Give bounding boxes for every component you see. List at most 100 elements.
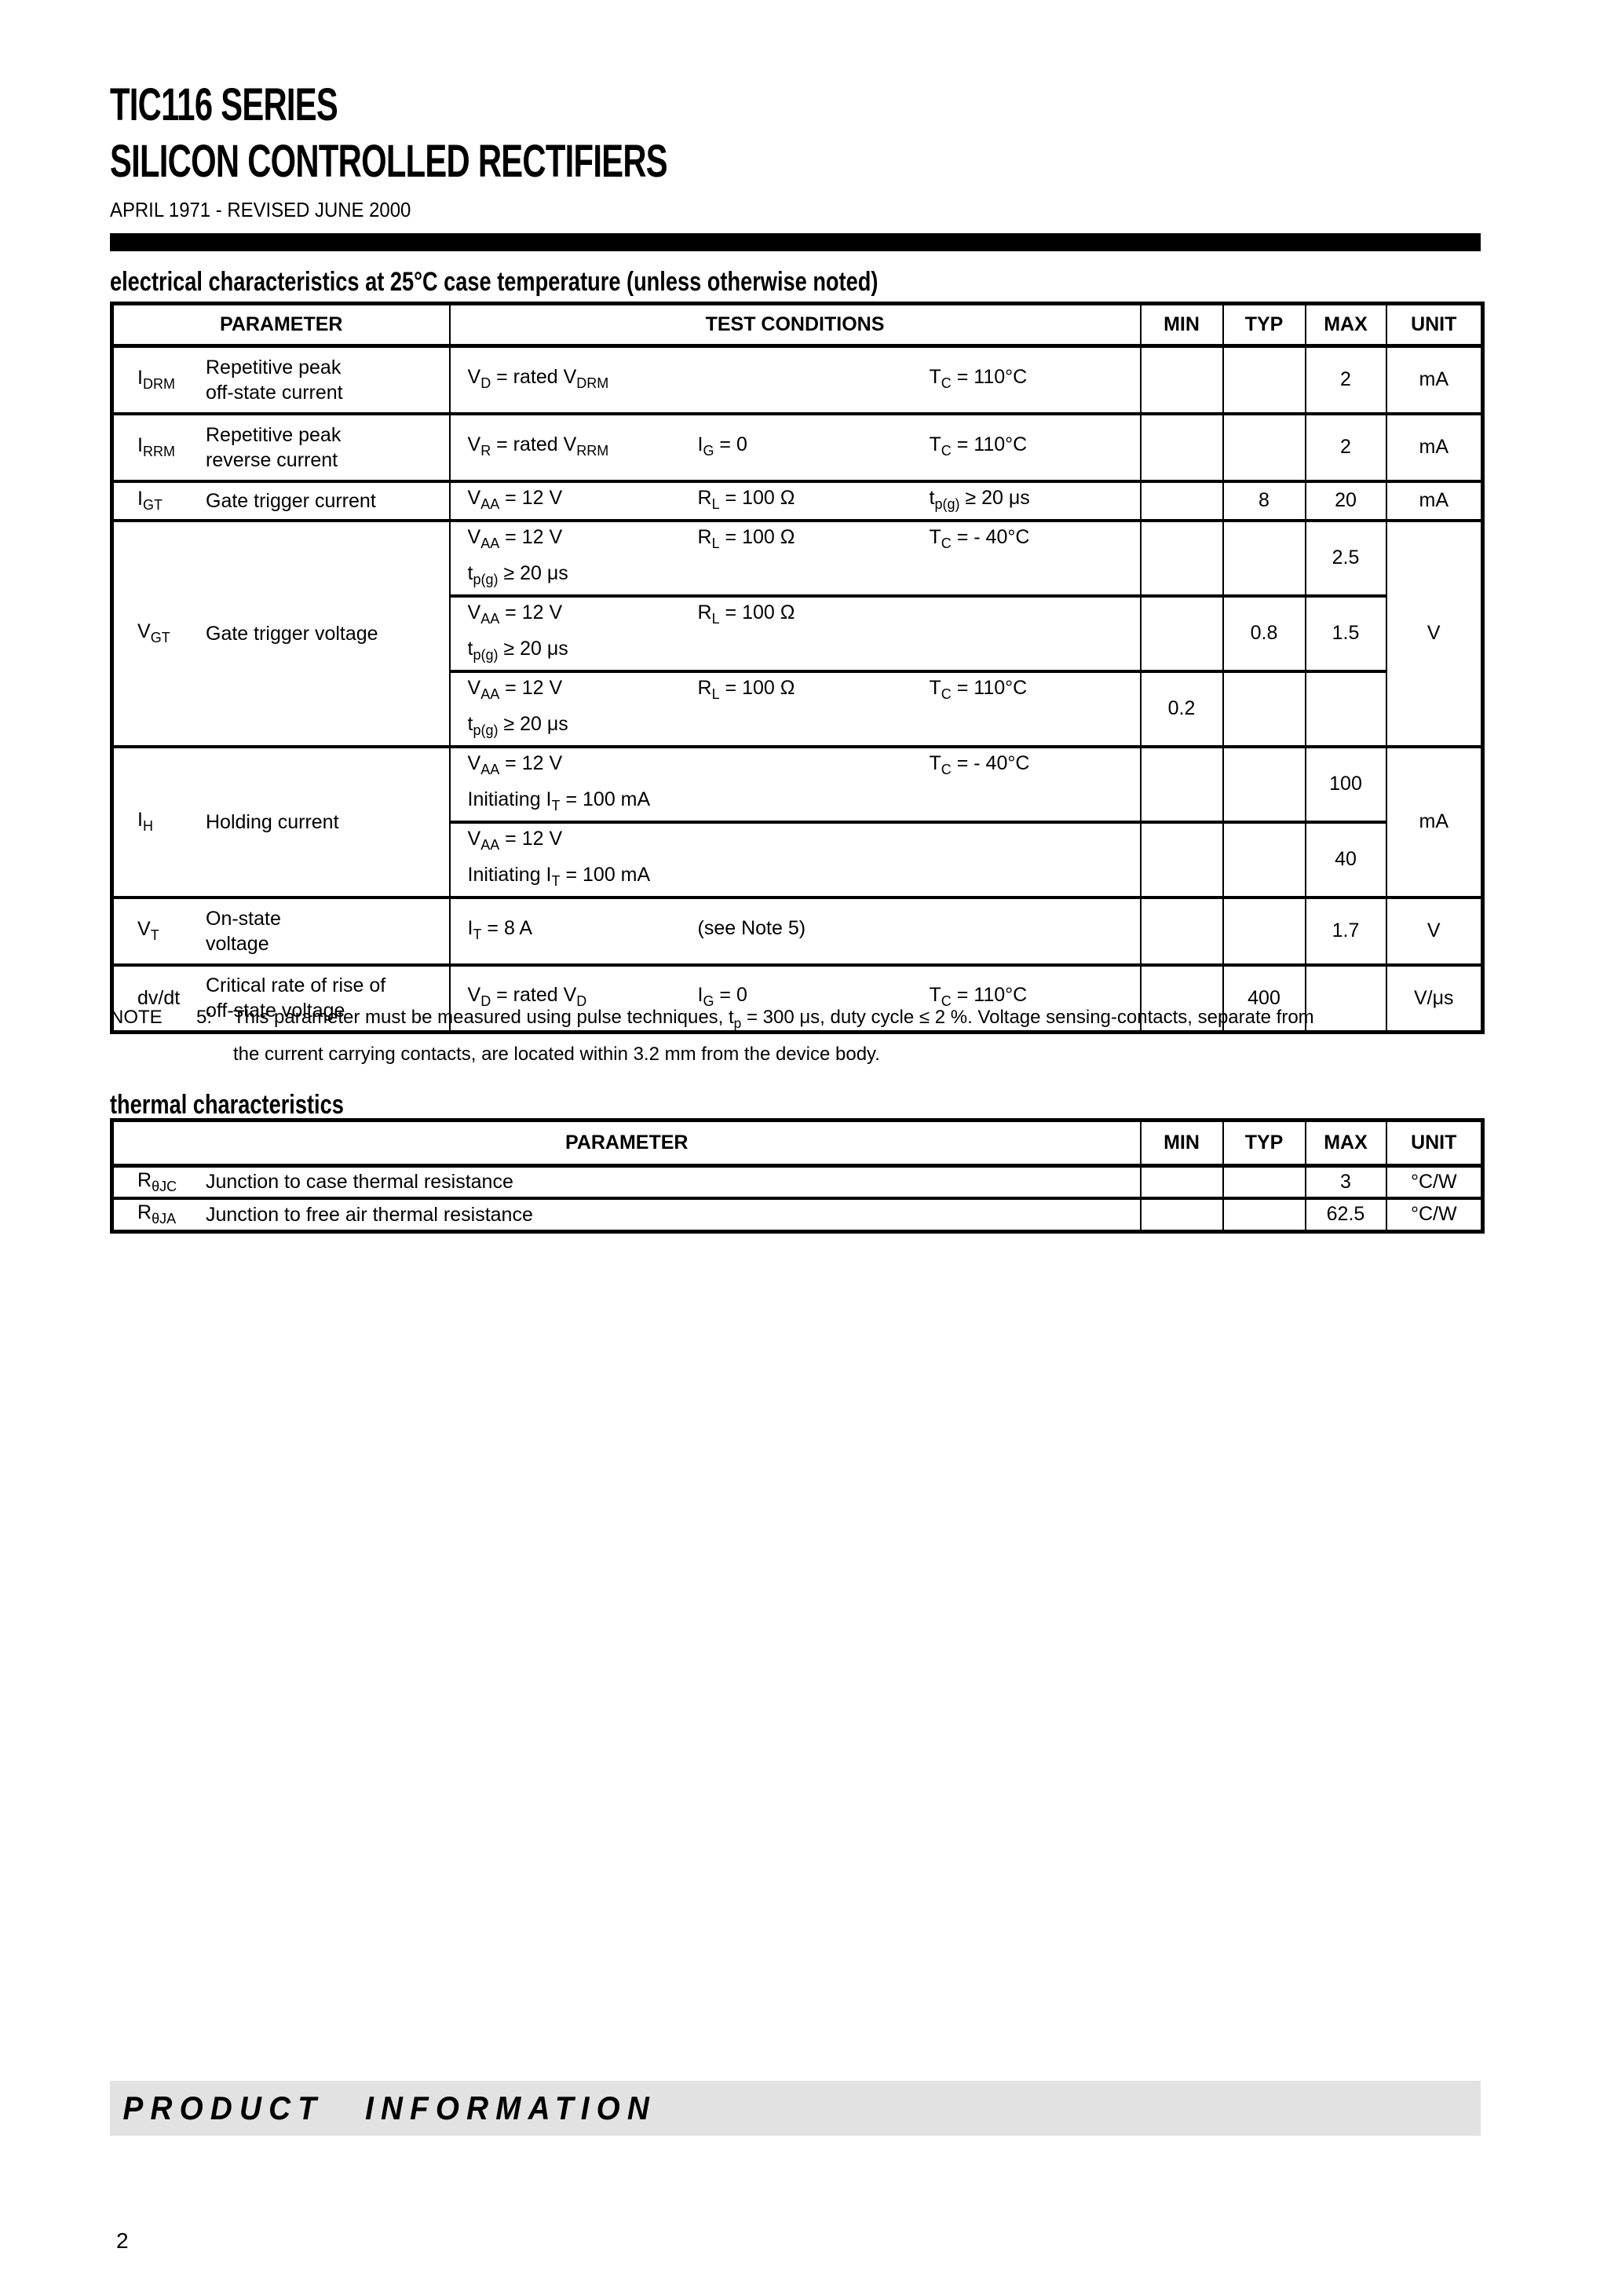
param-name: On-state voltage: [206, 907, 281, 955]
condition-line: VAA = 12 V: [451, 825, 1139, 860]
electrical-characteristics-table: PARAMETER TEST CONDITIONS MIN TYP MAX UN…: [110, 302, 1485, 1034]
condition-item: VAA = 12 V: [467, 601, 563, 627]
thermal-characteristics-table: PARAMETER MIN TYP MAX UNIT RθJC Junction …: [110, 1118, 1485, 1234]
param-name: Holding current: [206, 810, 339, 833]
column-header-min: MIN: [1139, 302, 1224, 348]
min-value-cell: 0.2: [1139, 669, 1224, 748]
thermal-row: RθJA Junction to free air thermal resista…: [111, 1196, 1484, 1234]
doc-title-line2: SILICON CONTROLLED RECTIFIERS: [110, 136, 668, 187]
max-value-cell: 1.5: [1304, 594, 1387, 673]
param-name: Junction to free air thermal resistance: [206, 1203, 533, 1226]
condition-item: [698, 750, 930, 784]
unit-cell: mA: [1385, 744, 1484, 899]
min-value-cell: [1139, 895, 1224, 967]
typ-value-cell: [1222, 744, 1306, 824]
column-header-max: MAX: [1304, 1118, 1387, 1168]
unit-cell: V: [1385, 518, 1484, 748]
electrical-row: dv/dt Critical rate of rise of off-state v…: [111, 963, 1484, 1034]
test-conditions-cell: IT = 8 A (see Note 5): [448, 895, 1142, 967]
param-symbol: RθJA: [137, 1201, 177, 1227]
banner-text: PRODUCT INFORMATION: [122, 2089, 656, 2126]
param-name: Junction to case thermal resistance: [206, 1171, 513, 1194]
param-symbol: VGT: [137, 620, 170, 645]
condition-item: TC = - 40°C: [929, 751, 1030, 777]
electrical-header-row: PARAMETER TEST CONDITIONS MIN TYP MAX UN…: [111, 302, 1484, 348]
min-value-cell: [1139, 1196, 1224, 1234]
parameter-cell: IDRM Repetitive peak off-state current: [111, 344, 451, 415]
condition-item: VAA = 12 V: [467, 486, 563, 512]
unit-cell: mA: [1385, 344, 1484, 415]
typ-value-cell: [1222, 820, 1306, 899]
test-conditions-cell: VAA = 12 V RL = 100 Ω TC = - 40°C tp(g) ≥ 2…: [448, 518, 1142, 598]
param-symbol: IH: [137, 809, 153, 834]
condition-item: TC = 110°C: [929, 676, 1028, 702]
parameter-cell: dv/dt Critical rate of rise of off-state v…: [111, 963, 451, 1034]
min-value-cell: [1139, 518, 1224, 598]
condition-line: tp(g) ≥ 20 μs: [451, 558, 1139, 593]
condition-item: VAA = 12 V: [467, 676, 563, 702]
condition-item: VR = rated VRRM: [467, 433, 609, 459]
parameter-cell: VT On-state voltage: [111, 895, 451, 967]
param-name: Critical rate of rise of off-state voltag…: [206, 974, 386, 1022]
thermal-header-row: PARAMETER MIN TYP MAX UNIT: [111, 1118, 1484, 1168]
doc-title: TIC116 SERIES SILICON CONTROLLED RECTIFI…: [110, 77, 668, 190]
typ-value-cell: [1222, 1196, 1306, 1234]
min-value-cell: [1139, 744, 1224, 824]
typ-value-cell: 0.8: [1222, 594, 1306, 673]
revision-date: APRIL 1971 - REVISED JUNE 2000: [110, 198, 411, 221]
column-header-parameter: PARAMETER: [111, 1118, 1142, 1168]
condition-item: IG = 0: [697, 433, 747, 459]
condition-item: VD = rated VD: [467, 984, 587, 1010]
condition-line: VAA = 12 V RL = 100 Ω: [451, 599, 1139, 634]
condition-line: VAA = 12 V RL = 100 Ω tp(g) ≥ 20 μs: [451, 484, 1139, 517]
condition-item: TC = 110°C: [929, 984, 1028, 1010]
condition-item: IT = 8 A: [467, 916, 533, 942]
condition-item: tp(g) ≥ 20 μs: [467, 561, 568, 587]
max-value-cell: 40: [1304, 820, 1387, 899]
typ-value-cell: [1222, 895, 1306, 967]
condition-line: Initiating IT = 100 mA: [451, 784, 1139, 819]
note-5: NOTE 5: This parameter must be measured …: [110, 1002, 1481, 1070]
parameter-cell: IH Holding current: [111, 744, 451, 899]
condition-item: TC = - 40°C: [929, 525, 1030, 551]
electrical-row: VAA = 12 V RL = 100 Ω TC = 110°C tp(g) ≥ 20…: [112, 669, 1483, 748]
condition-item: VAA = 12 V: [467, 525, 563, 551]
condition-item: RL = 100 Ω: [697, 486, 795, 512]
product-information-banner: PRODUCT INFORMATION: [110, 2081, 1481, 2136]
electrical-row: IDRM Repetitive peak off-state current VD =…: [111, 344, 1484, 415]
electrical-row: VAA = 12 V Initiating IT = 100 mA 40: [112, 820, 1483, 899]
unit-cell: °C/W: [1385, 1164, 1484, 1200]
condition-line: tp(g) ≥ 20 μs: [451, 709, 1139, 744]
typ-value-cell: [1222, 411, 1306, 483]
column-header-unit: UNIT: [1385, 302, 1484, 348]
param-name: Repetitive peak reverse current: [206, 423, 342, 471]
max-value-cell: 100: [1304, 744, 1387, 824]
column-header-typ: TYP: [1222, 302, 1306, 348]
note-text: This parameter must be measured using pu…: [233, 1002, 1481, 1070]
condition-item: TC = 110°C: [929, 433, 1028, 459]
condition-item: tp(g) ≥ 20 μs: [929, 486, 1030, 512]
condition-line: Initiating IT = 100 mA: [451, 860, 1139, 894]
unit-cell: °C/W: [1385, 1196, 1484, 1234]
min-value-cell: [1139, 1164, 1224, 1200]
condition-item: IG = 0: [697, 984, 747, 1010]
min-value-cell: [1139, 820, 1224, 899]
max-value-cell: 2.5: [1304, 518, 1387, 598]
condition-item: VAA = 12 V: [467, 751, 563, 777]
condition-item: tp(g) ≥ 20 μs: [467, 712, 568, 738]
condition-item: [930, 825, 1139, 860]
condition-item: [698, 825, 930, 860]
typ-value-cell: 8: [1222, 479, 1306, 522]
unit-cell: V/μs: [1385, 963, 1484, 1034]
condition-line: VAA = 12 V RL = 100 Ω TC = 110°C: [451, 675, 1139, 709]
thermal-row: RθJC Junction to case thermal resistance 3…: [111, 1164, 1484, 1200]
test-conditions-cell: VAA = 12 V Initiating IT = 100 mA: [448, 820, 1142, 899]
max-value-cell: 3: [1304, 1164, 1387, 1200]
param-name: Repetitive peak off-state current: [206, 356, 343, 404]
condition-line: tp(g) ≥ 20 μs: [451, 634, 1139, 668]
condition-item: RL = 100 Ω: [697, 676, 795, 702]
max-value-cell: 2: [1304, 411, 1387, 483]
note-text-line1: This parameter must be measured using pu…: [233, 1007, 1314, 1031]
condition-item: [698, 362, 930, 398]
